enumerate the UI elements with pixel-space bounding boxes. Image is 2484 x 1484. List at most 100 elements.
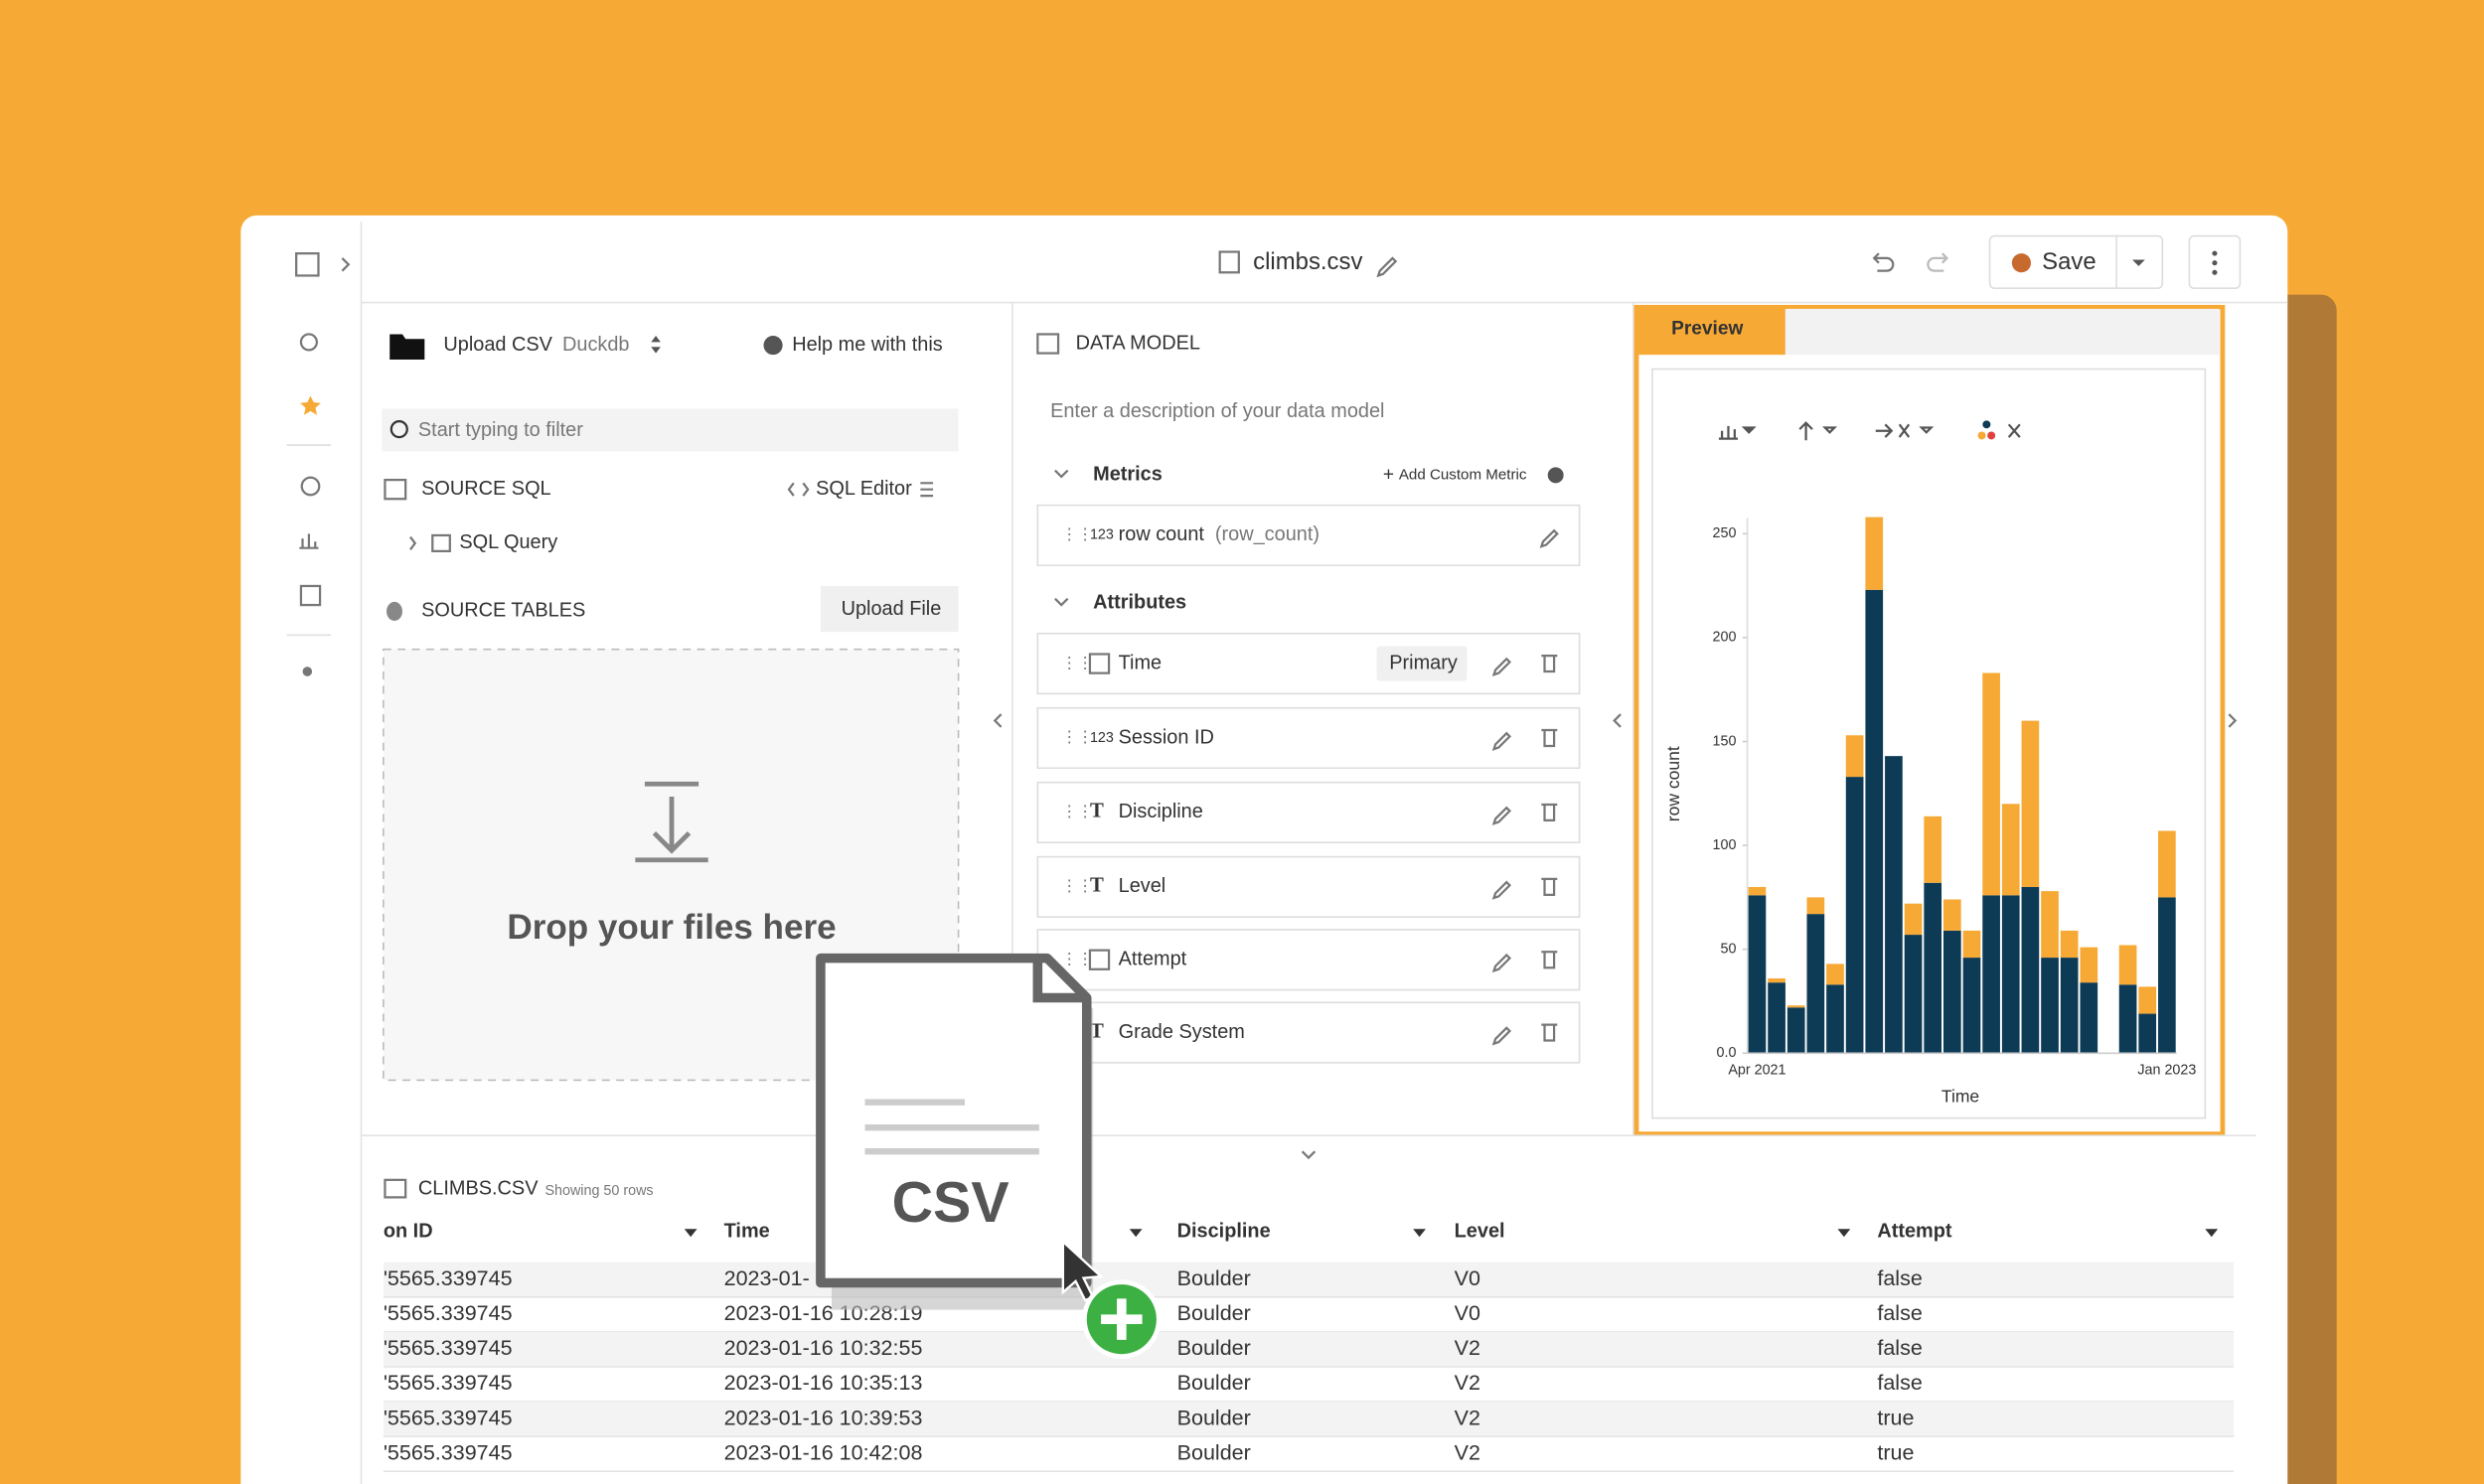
bar-segment: [2118, 945, 2137, 985]
cell: '5565.339745: [384, 1440, 513, 1464]
delete-icon[interactable]: [1541, 803, 1558, 822]
color-dot: [1987, 431, 1996, 440]
column-header[interactable]: Level: [1455, 1221, 1505, 1243]
column-header[interactable]: on ID: [384, 1221, 433, 1243]
menu-icon[interactable]: [920, 482, 934, 498]
expand[interactable]: [409, 535, 417, 550]
drag-handle: ⋮⋮: [1061, 655, 1093, 671]
edit-icon[interactable]: [1491, 1026, 1512, 1046]
help-link[interactable]: Help me with this: [792, 334, 943, 356]
cell: 2023-01-16 10:32:55: [724, 1336, 923, 1360]
cell: '5565.339745: [384, 1371, 513, 1395]
sort-menu[interactable]: [684, 1229, 698, 1238]
edit-icon[interactable]: [1539, 528, 1559, 548]
collapse[interactable]: [1054, 597, 1069, 607]
add-plus[interactable]: +: [1383, 464, 1394, 485]
search-icon[interactable]: [299, 333, 318, 352]
add-metric[interactable]: Add Custom Metric: [1399, 466, 1527, 483]
expand[interactable]: [2228, 713, 2238, 728]
drag-handle[interactable]: ⋮⋮: [1061, 526, 1093, 543]
model-icon[interactable]: [299, 584, 322, 607]
engine-select[interactable]: [651, 336, 661, 354]
cell: V2: [1455, 1440, 1480, 1464]
sql-query[interactable]: SQL Query: [459, 531, 557, 553]
sort-menu[interactable]: [1413, 1229, 1426, 1238]
bar-segment: [1768, 977, 1785, 983]
engine[interactable]: Duckdb: [562, 334, 630, 356]
file-lines: [864, 1099, 1039, 1155]
column-header[interactable]: Discipline: [1177, 1221, 1271, 1243]
bar-segment: [2001, 895, 2020, 1054]
search-icon: [389, 420, 408, 439]
logo[interactable]: [295, 252, 320, 277]
edit-icon[interactable]: [1491, 880, 1512, 900]
star-icon[interactable]: [300, 395, 321, 415]
x-axis[interactable]: [1875, 423, 1935, 438]
file-label: CSV: [892, 1171, 1009, 1235]
attribute-row[interactable]: [1036, 781, 1581, 844]
delete-icon[interactable]: [1541, 951, 1558, 969]
delete-icon[interactable]: [1541, 654, 1558, 673]
bar-segment: [1865, 589, 1884, 1054]
edit-icon[interactable]: [1491, 731, 1512, 751]
rename-icon[interactable]: [1376, 256, 1398, 278]
file-title[interactable]: climbs.csv: [1253, 248, 1362, 275]
cell: '5565.339745: [384, 1336, 513, 1360]
description-input[interactable]: Enter a description of your data model: [1050, 400, 1384, 422]
attribute-row[interactable]: [1036, 855, 1581, 918]
bar-segment: [1924, 816, 1942, 883]
explore-icon[interactable]: [300, 476, 321, 497]
chart-icon[interactable]: [299, 533, 319, 549]
chart-type[interactable]: [1718, 425, 1757, 440]
sort-menu[interactable]: [1837, 1229, 1851, 1238]
collapse[interactable]: [1301, 1150, 1317, 1160]
save-menu[interactable]: [2132, 259, 2145, 266]
attribute-label: Discipline: [1119, 801, 1203, 822]
sql-editor-button[interactable]: SQL Editor: [816, 478, 912, 500]
file-fold: [1032, 958, 1087, 1003]
delete-icon[interactable]: [1541, 1023, 1558, 1042]
filter-input[interactable]: [382, 408, 959, 452]
attribute-row[interactable]: [1036, 706, 1581, 770]
collapse[interactable]: [1613, 713, 1622, 728]
sort-menu[interactable]: [1129, 1229, 1143, 1238]
edit-icon[interactable]: [1491, 806, 1512, 825]
preview-tab[interactable]: [1637, 308, 1785, 356]
attribute-row[interactable]: [1036, 632, 1581, 695]
preview-tab-label[interactable]: Preview: [1671, 319, 1743, 340]
filter-placeholder[interactable]: Start typing to filter: [418, 419, 583, 441]
sort-menu[interactable]: [2205, 1229, 2219, 1238]
column-header[interactable]: Time: [724, 1221, 770, 1243]
delete-icon[interactable]: [1541, 728, 1558, 748]
clear-color[interactable]: [2007, 423, 2021, 438]
y-tick-label: 100: [1713, 837, 1737, 853]
sort[interactable]: [1798, 421, 1837, 441]
save-button[interactable]: [1988, 234, 2164, 290]
table-icon: [431, 533, 451, 552]
bar-segment: [1786, 1007, 1805, 1054]
bar-segment: [1924, 882, 1942, 1054]
save-label[interactable]: Save: [2042, 248, 2096, 275]
redo[interactable]: [1927, 252, 1949, 272]
cell: Boulder: [1177, 1301, 1251, 1325]
edit-icon[interactable]: [1491, 657, 1512, 677]
unsaved-dot: [2011, 253, 2032, 273]
bar-segment: [1748, 886, 1767, 896]
file-icon: [1218, 250, 1240, 274]
cell: '5565.339745: [384, 1266, 513, 1290]
graph-icon[interactable]: [302, 667, 313, 676]
column-header[interactable]: Attempt: [1877, 1221, 1952, 1243]
expand[interactable]: [341, 257, 351, 272]
upload-csv[interactable]: Upload CSV: [443, 334, 552, 356]
attribute-row[interactable]: [1036, 1001, 1581, 1064]
attribute-row[interactable]: [1036, 929, 1581, 991]
collapse[interactable]: [1054, 469, 1069, 479]
cell: 2023-01-16 10:39:53: [724, 1406, 923, 1429]
upload-file-label[interactable]: Upload File: [842, 598, 942, 620]
undo[interactable]: [1872, 252, 1895, 272]
upload-file-button[interactable]: [820, 585, 959, 633]
collapse[interactable]: [993, 713, 1003, 728]
edit-icon[interactable]: [1491, 953, 1512, 973]
metric-row[interactable]: [1036, 504, 1581, 567]
delete-icon[interactable]: [1541, 877, 1558, 896]
